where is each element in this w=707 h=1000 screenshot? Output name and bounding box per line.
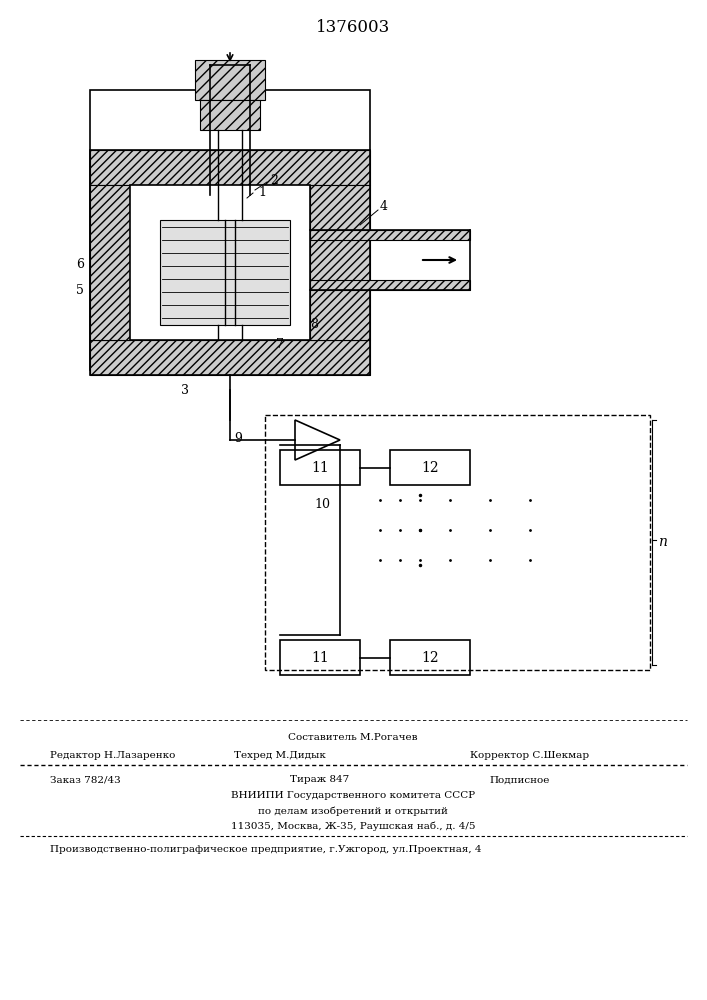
Text: Производственно-полиграфическое предприятие, г.Ужгород, ул.Проектная, 4: Производственно-полиграфическое предприя… (50, 846, 481, 854)
Text: 12: 12 (421, 460, 439, 475)
Bar (390, 640, 470, 675)
Polygon shape (195, 60, 265, 100)
Text: 5: 5 (76, 284, 84, 296)
Polygon shape (90, 340, 370, 375)
Text: 10: 10 (314, 498, 330, 512)
Text: Редактор Н.Лазаренко: Редактор Н.Лазаренко (50, 750, 175, 760)
Text: 4: 4 (380, 200, 388, 214)
Text: 3: 3 (181, 383, 189, 396)
Text: 113035, Москва, Ж-35, Раушская наб., д. 4/5: 113035, Москва, Ж-35, Раушская наб., д. … (230, 821, 475, 831)
Polygon shape (90, 185, 130, 340)
Text: 6: 6 (76, 258, 84, 271)
Text: 1376003: 1376003 (316, 19, 390, 36)
Text: Тираж 847: Тираж 847 (291, 776, 350, 784)
Polygon shape (90, 150, 370, 185)
Text: Составитель М.Рогачев: Составитель М.Рогачев (288, 734, 418, 742)
Text: 9: 9 (234, 432, 242, 444)
Text: по делам изобретений и открытий: по делам изобретений и открытий (258, 806, 448, 816)
Text: 11: 11 (311, 460, 329, 475)
Text: 1: 1 (258, 186, 266, 200)
Polygon shape (160, 220, 290, 325)
Bar (280, 450, 360, 485)
Polygon shape (130, 185, 310, 340)
Polygon shape (310, 280, 470, 290)
Text: Заказ 782/43: Заказ 782/43 (50, 776, 121, 784)
Text: 7: 7 (276, 338, 284, 352)
Text: 2: 2 (270, 174, 278, 186)
Text: ВНИИПИ Государственного комитета СССР: ВНИИПИ Государственного комитета СССР (231, 792, 475, 800)
Text: Техред М.Дидык: Техред М.Дидык (234, 750, 326, 760)
Text: 8: 8 (310, 318, 318, 332)
Polygon shape (200, 100, 260, 130)
Text: n: n (658, 535, 667, 549)
Text: 12: 12 (421, 650, 439, 664)
Text: 11: 11 (311, 650, 329, 664)
Polygon shape (310, 230, 470, 240)
Bar (390, 450, 470, 485)
Polygon shape (310, 185, 370, 340)
Text: Корректор С.Шекмар: Корректор С.Шекмар (470, 750, 590, 760)
Bar (280, 640, 360, 675)
Text: Подписное: Подписное (490, 776, 550, 784)
